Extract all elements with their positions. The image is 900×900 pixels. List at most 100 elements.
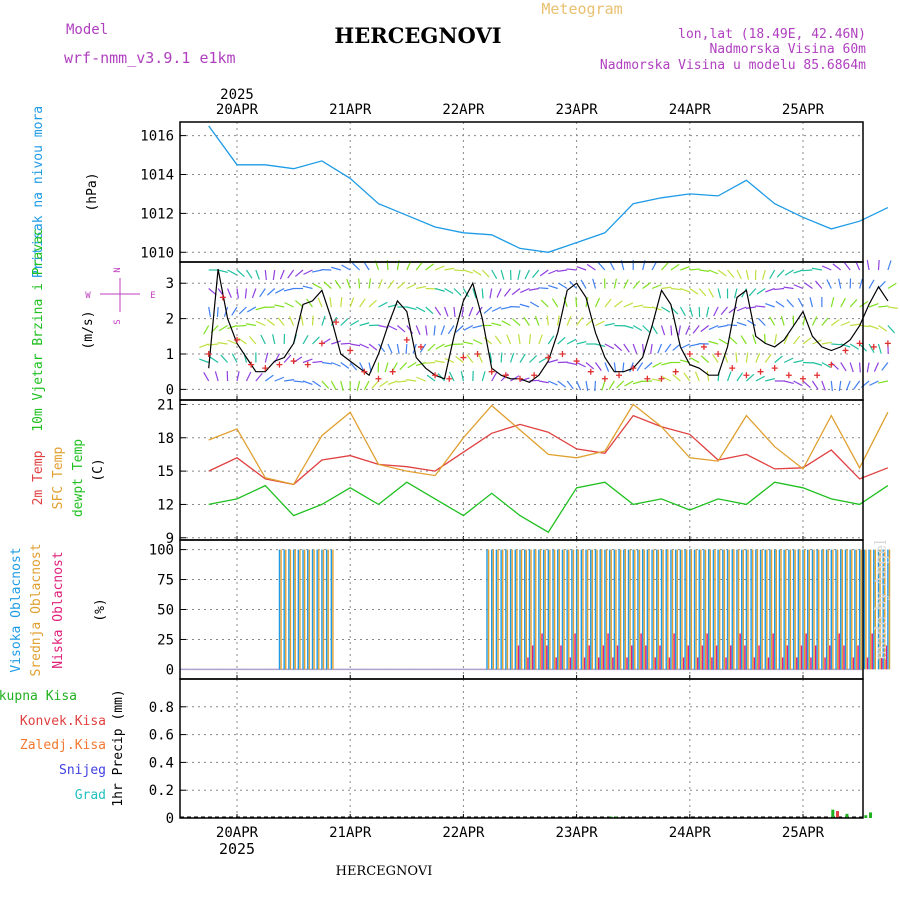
gust-marker <box>601 375 608 382</box>
wind-arrow <box>651 325 658 335</box>
wind-arrow <box>340 296 343 308</box>
cloud-bars <box>180 549 891 671</box>
wind-arrow <box>838 278 842 289</box>
wind-arrow <box>786 299 795 308</box>
wind-arrow <box>717 288 722 299</box>
wind-arrow <box>356 380 361 391</box>
wind-arrow <box>765 287 775 293</box>
y-tick-label: 1 <box>166 347 174 363</box>
wind-arrow <box>700 325 710 333</box>
wind-arrow <box>340 318 349 326</box>
y-tick-label: 75 <box>157 573 174 589</box>
wind-arrow <box>363 380 370 391</box>
wind-arrow <box>718 338 728 345</box>
wind-arrow <box>774 334 778 345</box>
wind-arrow <box>678 325 681 336</box>
precip-bar-total <box>864 815 868 818</box>
compass-east: E <box>150 291 155 301</box>
wind-arrow <box>481 288 484 299</box>
wind-arrow <box>363 261 370 271</box>
wind-arrow <box>461 306 464 317</box>
gust-marker <box>446 375 453 382</box>
wind-arrow <box>300 315 304 326</box>
top-tick-label: 23APR <box>556 102 599 118</box>
wind-arrow <box>802 337 812 345</box>
wind-arrow <box>706 306 710 317</box>
precip-bar-total <box>845 813 849 818</box>
wind-arrow <box>595 320 605 327</box>
wind-arrow <box>698 288 707 297</box>
wind-arrow <box>302 358 313 364</box>
wind-arrow <box>407 361 417 369</box>
y-tick-label: 0 <box>166 662 174 678</box>
y-tick-label: 50 <box>157 603 174 619</box>
wind-arrow <box>729 336 738 345</box>
wind-arrow <box>849 362 854 373</box>
wind-arrow <box>604 343 615 350</box>
wind-arrow <box>608 380 615 390</box>
compass-rose: N W E S <box>85 267 155 324</box>
gust-marker <box>870 343 877 350</box>
precip-legend-snow: Snijeg <box>59 763 106 778</box>
wind-arrow <box>632 280 641 289</box>
temp-title-dew: dewpt Temp <box>71 439 86 517</box>
wind-arrow <box>580 279 587 289</box>
gust-marker <box>290 358 297 365</box>
location-text: lon,lat (18.49E, 42.46N) <box>678 27 866 42</box>
wind-arrow <box>415 325 421 335</box>
wind-arrow <box>831 343 842 346</box>
y-tick-label: 0.6 <box>149 728 174 744</box>
wind-arrow <box>217 342 228 345</box>
wind-arrow <box>538 334 543 345</box>
wind-arrow <box>227 288 232 298</box>
wind-arrow <box>689 288 699 295</box>
wind-arrow <box>708 340 719 345</box>
wind-arrow <box>700 355 710 363</box>
gust-marker <box>856 340 863 347</box>
wind-arrow <box>566 268 577 271</box>
wind-arrow <box>557 269 568 272</box>
wind-arrow <box>538 287 549 290</box>
wind-arrow <box>736 269 742 280</box>
wind-arrow <box>378 343 386 353</box>
gust-marker <box>686 351 693 357</box>
panel-4: 0 25 50 75 100 <box>149 539 891 680</box>
wind-arrow <box>840 297 846 308</box>
wind-arrow <box>302 335 309 345</box>
y-tick-label: 0 <box>166 382 174 398</box>
wind-arrow <box>650 343 653 354</box>
wind-arrow <box>685 325 691 335</box>
wind-arrow <box>845 380 851 391</box>
wind-arrow <box>764 354 772 363</box>
wind-arrow <box>566 338 577 345</box>
bottom-tick-label: 25APR <box>782 825 825 841</box>
wind-arrow <box>238 306 247 315</box>
bottom-tick-label: 20APR <box>216 825 259 841</box>
wind-arrow <box>528 287 539 291</box>
wind-arrow <box>720 306 728 316</box>
elevation-text: Nadmorska Visina 60m <box>709 42 866 57</box>
wind-arrow <box>245 323 256 327</box>
wind-arrow <box>783 380 794 385</box>
wind-arrow <box>481 269 490 278</box>
wind-arrow <box>849 343 859 350</box>
wind-arrow <box>679 306 686 316</box>
wind-arrow <box>264 352 269 363</box>
wind-arrow <box>378 324 389 329</box>
precip-legend-total: Ukupna Kisa <box>0 689 77 704</box>
wind-arrow <box>745 373 755 382</box>
wind-arrow <box>255 269 260 280</box>
gust-marker <box>262 365 269 372</box>
wind-arrow <box>868 303 879 308</box>
wind-arrow <box>733 288 738 299</box>
wind-arrow <box>266 318 276 326</box>
gust-marker <box>318 340 325 347</box>
wind-arrow <box>288 316 295 326</box>
wind-arrow <box>368 278 372 289</box>
gust-marker <box>743 372 750 379</box>
wind-arrow <box>245 371 252 382</box>
wind-arrow <box>586 263 596 271</box>
temp-unit: (C) <box>91 458 106 481</box>
wind-arrow <box>483 306 493 314</box>
wind-arrow <box>396 281 406 289</box>
